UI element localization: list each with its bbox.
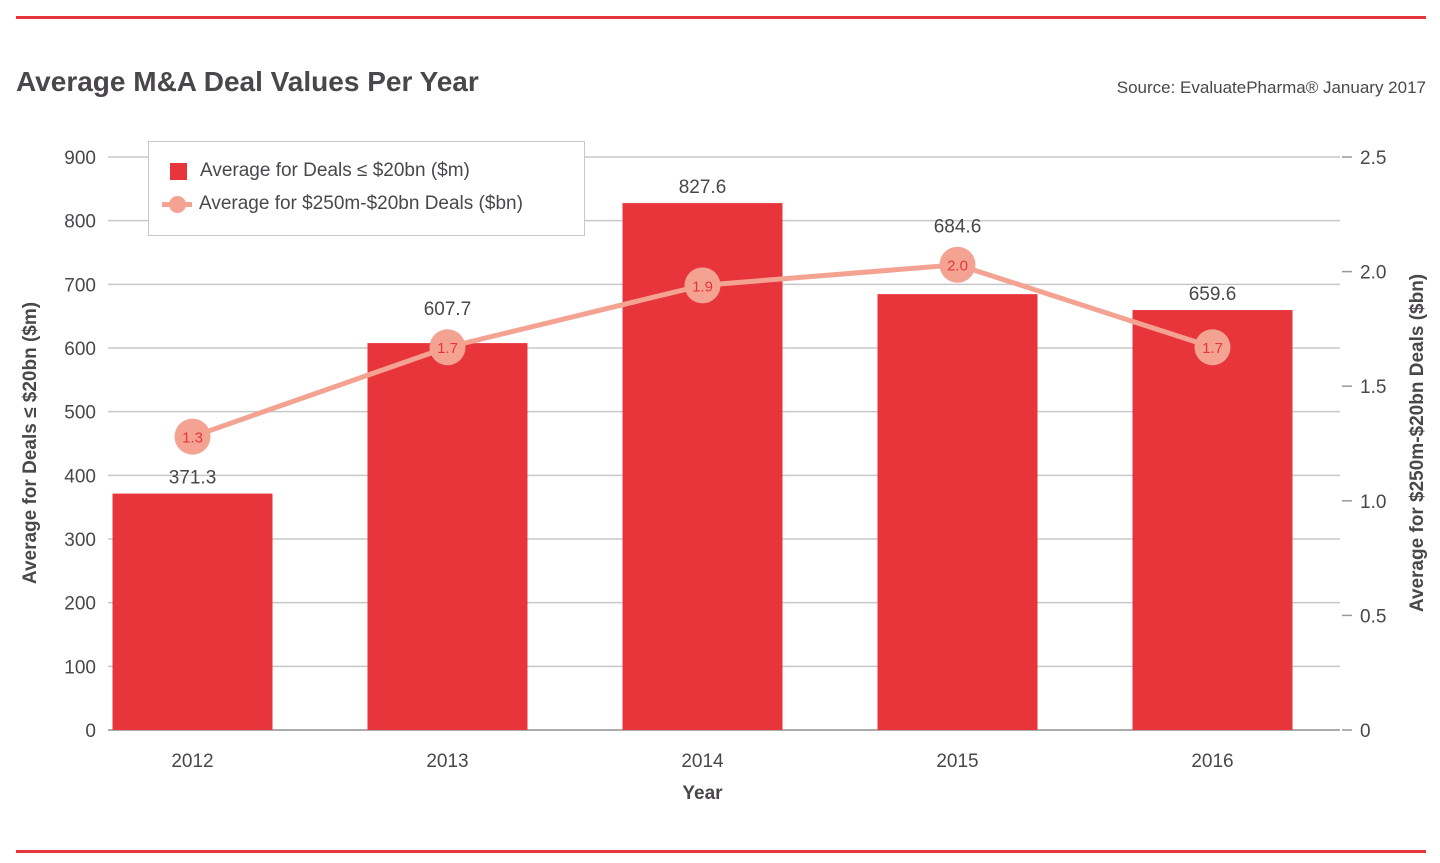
line-point: [429, 329, 466, 366]
y-axis-label-left: Average for Deals ≤ $20bn ($m): [20, 302, 41, 584]
x-tick: 2012: [171, 751, 213, 772]
y-tick-left: 100: [64, 657, 96, 678]
y-tick-right: 2.0: [1360, 263, 1386, 284]
y-tick-right: 0: [1360, 721, 1371, 742]
x-tick: 2016: [1191, 751, 1233, 772]
y-tick-left: 700: [64, 275, 96, 296]
legend-label: Average for Deals ≤ $20bn ($m): [200, 160, 470, 181]
legend: Average for Deals ≤ $20bn ($m) Average f…: [148, 141, 585, 236]
bar: [877, 294, 1038, 730]
legend-item-line: Average for $250m-$20bn Deals ($bn): [162, 193, 523, 215]
point-label: 1.7: [437, 340, 458, 357]
bar-label: 371.3: [169, 468, 217, 489]
line-point: [174, 418, 211, 455]
line-point: [684, 267, 721, 304]
point-label: 2.0: [947, 258, 968, 275]
y-tick-right: 2.5: [1360, 148, 1386, 169]
bar-label: 827.6: [679, 177, 727, 198]
y-axis-label-right: Average for $250m-$20bn Deals ($bn): [1407, 274, 1428, 612]
bar: [1132, 310, 1293, 730]
y-tick-left: 300: [64, 530, 96, 551]
point-label: 1.9: [692, 278, 713, 295]
chart-title: Average M&A Deal Values Per Year: [16, 66, 479, 97]
y-tick-left: 600: [64, 339, 96, 360]
legend-item-bar: Average for Deals ≤ $20bn ($m): [163, 160, 470, 182]
bar-label: 659.6: [1189, 284, 1237, 305]
x-axis-label: Year: [682, 783, 723, 804]
y-tick-right: 1.5: [1360, 377, 1386, 398]
bottom-rule: [16, 850, 1426, 853]
top-rule: [16, 16, 1426, 19]
y-tick-left: 500: [64, 403, 96, 424]
bar: [112, 493, 273, 730]
x-tick: 2015: [936, 751, 978, 772]
y-tick-right: 1.0: [1360, 492, 1386, 513]
source-note: Source: EvaluatePharma® January 2017: [1116, 78, 1426, 97]
bar-label: 684.6: [934, 217, 982, 238]
line-point: [1194, 329, 1231, 366]
y-tick-left: 900: [64, 148, 96, 169]
bar-label: 607.7: [424, 299, 472, 320]
y-tick-left: 0: [85, 721, 96, 742]
x-tick: 2014: [681, 751, 724, 772]
y-tick-left: 400: [64, 466, 96, 487]
y-tick-left: 800: [64, 212, 96, 233]
legend-bar-swatch: [170, 162, 187, 180]
legend-label: Average for $250m-$20bn Deals ($bn): [199, 193, 523, 214]
bar: [367, 343, 528, 730]
line-point: [939, 246, 976, 283]
point-label: 1.7: [1202, 340, 1223, 357]
y-tick-left: 200: [64, 594, 96, 615]
point-label: 1.3: [182, 430, 203, 447]
x-tick: 2013: [426, 751, 468, 772]
y-tick-right: 0.5: [1360, 606, 1386, 627]
legend-line-swatch: [162, 195, 192, 213]
